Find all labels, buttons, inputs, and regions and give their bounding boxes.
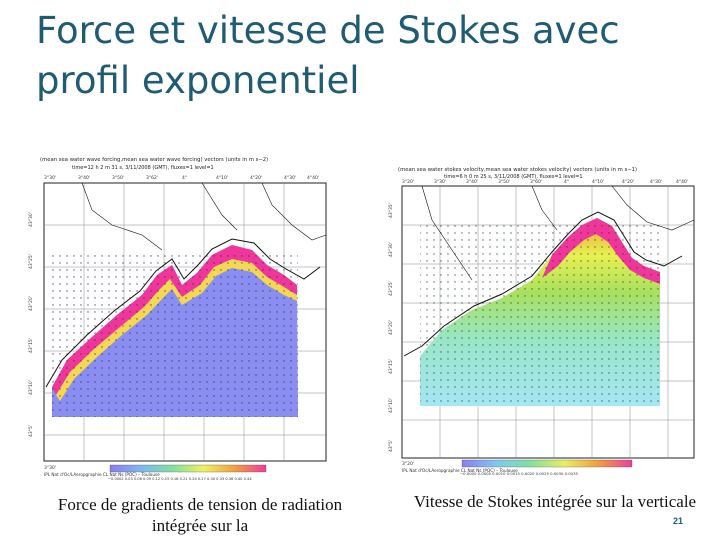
right-lon-tick-9: 4°30'	[650, 179, 662, 185]
right-lat-tick-1: 43°35'	[388, 203, 394, 218]
right-lat-tick-6: 43°10'	[388, 398, 394, 413]
right-lon-tick-5: 3°60'	[530, 179, 542, 185]
right-coastline	[403, 211, 683, 357]
left-lon-tick-2: 3°40'	[78, 175, 90, 181]
left-lon-tick-bottom-1: 3°30'	[44, 465, 56, 471]
left-lat-tick-6: 43°5'	[28, 425, 34, 437]
right-lat-tick-4: 43°20'	[388, 320, 394, 335]
left-lat-tick-2: 43°25'	[28, 254, 34, 269]
slide-title: Force et vitesse de Stokes avec profil e…	[36, 9, 620, 102]
left-vector-arrows	[52, 255, 298, 417]
left-lon-tick-3: 3°50'	[112, 175, 124, 181]
left-rivers	[81, 182, 327, 251]
right-lat-tick-3: 43°25'	[388, 281, 394, 296]
right-vector-arrows	[420, 220, 660, 406]
right-caption: Vitesse de Stokes intégrée sur la vertic…	[413, 492, 697, 511]
right-colorbar-labels: −0.0000 0.0005 0.0010 0.0015 0.0020 0.00…	[460, 471, 578, 476]
right-lat-tick-2: 43°30'	[388, 242, 394, 257]
left-lat-tick-3: 43°20'	[28, 296, 34, 311]
left-colorbar-labels: −0.0002 0.03 0.06 0.09 0.12 0.15 0.18 0.…	[108, 477, 252, 481]
right-map-header: (mean sea water stokes velocity,mean sea…	[398, 167, 637, 173]
left-lat-tick-1: 43°30'	[28, 212, 34, 227]
right-lon-tick-bottom-1: 3°20'	[402, 461, 414, 467]
right-lon-tick-2: 3°30'	[434, 179, 446, 185]
right-lon-tick-1: 3°20'	[402, 179, 414, 185]
right-lon-tick-7: 4°10'	[592, 179, 604, 185]
right-lon-tick-3: 3°40'	[466, 179, 478, 185]
right-lon-tick-8: 4°20'	[622, 179, 634, 185]
left-coastline	[45, 238, 321, 388]
right-map-subheader: time=6 h 0 m 25 s, 3/11/2008 (GMT), flux…	[444, 174, 583, 180]
left-caption: Force de gradients de tension de radiati…	[57, 495, 343, 535]
left-lon-tick-6: 4°10'	[216, 175, 228, 181]
right-rivers	[421, 185, 695, 281]
left-map-header: (mean sea water wave forcing,mean sea wa…	[40, 157, 268, 163]
left-lat-tick-4: 43°15'	[28, 338, 34, 353]
left-lon-tick-8: 4°30'	[284, 175, 296, 181]
slide-number: 21	[673, 516, 684, 526]
left-lon-tick-7: 4°20'	[250, 175, 262, 181]
right-lon-tick-4: 3°50'	[498, 179, 510, 185]
right-colorbar	[461, 459, 633, 468]
right-map-figure: (mean sea water stokes velocity,mean sea…	[382, 160, 707, 490]
left-lat-tick-5: 43°10'	[28, 380, 34, 395]
left-lon-tick-1: 3°30'	[44, 175, 56, 181]
left-footer-label: IPL Nat d'Oc/LAeropgraphie CL Nat Ns (PO…	[44, 472, 160, 477]
right-lat-tick-5: 43°15'	[388, 359, 394, 374]
left-map-figure: (mean sea water wave forcing,mean sea wa…	[22, 155, 340, 485]
left-colorbar	[109, 464, 267, 473]
right-lat-tick-7: 43°5'	[388, 440, 394, 452]
right-lon-tick-6: 4°	[564, 179, 569, 185]
right-footer-label: IPL Nat d'Oc/LAeropgraphie CL Nat Ns (PO…	[402, 468, 518, 473]
left-lon-tick-9: 4°40'	[307, 175, 319, 181]
left-lon-tick-4: 3°62'	[146, 175, 158, 181]
left-map-subheader: time=12 h 2 m 31 s, 3/11/2008 (GMT), flu…	[72, 165, 214, 171]
left-lon-tick-5: 4°	[182, 175, 187, 181]
right-lon-tick-10: 4°40'	[676, 179, 688, 185]
